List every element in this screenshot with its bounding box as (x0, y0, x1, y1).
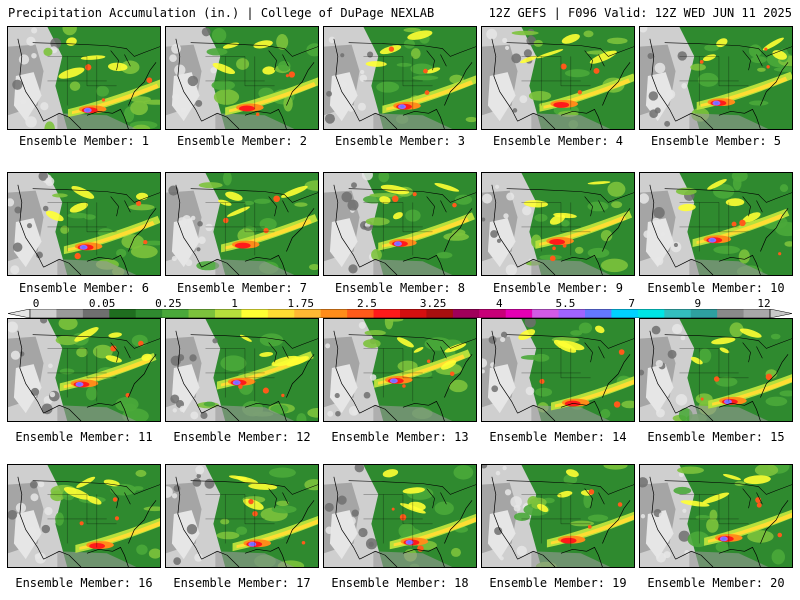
colorbar-tick-label: 0.05 (88, 297, 116, 310)
ensemble-panel (7, 172, 161, 276)
ensemble-panel (165, 172, 319, 276)
colorbar-tick-label: 2.5 (356, 297, 377, 310)
ensemble-caption: Ensemble Member: 11 (15, 430, 153, 444)
ensemble-caption: Ensemble Member: 1 (18, 134, 150, 148)
ensemble-panel (165, 318, 319, 422)
ensemble-panel (481, 464, 635, 568)
colorbar-tick-label: 3.25 (419, 297, 447, 310)
colorbar-tick-label: 0.25 (155, 297, 182, 310)
colorbar-tick-label: 5.5 (555, 297, 576, 310)
precip-map (482, 173, 634, 275)
precip-map (482, 465, 634, 567)
ensemble-caption: Ensemble Member: 9 (492, 281, 624, 295)
precip-map (166, 173, 318, 275)
precip-map (324, 465, 476, 567)
ensemble-caption: Ensemble Member: 5 (650, 134, 782, 148)
colorbar: 0 0.05 0.25 1 1.75 2.5 3.25 4 5.5 7 9 12 (8, 297, 792, 319)
precip-map (640, 319, 792, 421)
ensemble-panel (481, 318, 635, 422)
ensemble-panel (639, 318, 793, 422)
ensemble-panel (165, 26, 319, 130)
ensemble-caption: Ensemble Member: 7 (176, 281, 308, 295)
ensemble-caption: Ensemble Member: 16 (15, 576, 153, 590)
precip-map (482, 27, 634, 129)
ensemble-caption: Ensemble Member: 18 (331, 576, 469, 590)
ensemble-caption: Ensemble Member: 2 (176, 134, 308, 148)
ensemble-panel (165, 464, 319, 568)
ensemble-panel (7, 464, 161, 568)
ensemble-caption: Ensemble Member: 19 (489, 576, 627, 590)
colorbar-tick-label: 7 (628, 297, 635, 310)
precip-map (640, 173, 792, 275)
ensemble-caption: Ensemble Member: 14 (489, 430, 627, 444)
colorbar-tick-label: 0 (32, 297, 40, 310)
ensemble-panel (323, 318, 477, 422)
precip-map (8, 27, 160, 129)
ensemble-panel (639, 172, 793, 276)
ensemble-panel (481, 172, 635, 276)
precip-map (166, 319, 318, 421)
ensemble-caption: Ensemble Member: 13 (331, 430, 469, 444)
colorbar-tick-label: 1 (231, 297, 238, 310)
precip-map (8, 465, 160, 567)
precip-map (166, 27, 318, 129)
ensemble-panel (323, 172, 477, 276)
precip-map (8, 319, 160, 421)
precip-map (640, 27, 792, 129)
precip-map (324, 319, 476, 421)
ensemble-caption: Ensemble Member: 10 (647, 281, 785, 295)
model-run-info: 12Z GEFS | F096 Valid: 12Z WED JUN 11 20… (488, 6, 792, 20)
ensemble-caption: Ensemble Member: 3 (334, 134, 466, 148)
ensemble-caption: Ensemble Member: 12 (173, 430, 311, 444)
precip-map (482, 319, 634, 421)
ensemble-caption: Ensemble Member: 17 (173, 576, 311, 590)
ensemble-panel (639, 464, 793, 568)
ensemble-panel (639, 26, 793, 130)
precip-map (166, 465, 318, 567)
colorbar-tick-label: 9 (694, 297, 702, 310)
ensemble-caption: Ensemble Member: 6 (18, 281, 150, 295)
ensemble-panel (323, 26, 477, 130)
ensemble-panel (7, 26, 161, 130)
precip-map (324, 27, 476, 129)
colorbar-tick-label: 1.75 (287, 297, 314, 310)
ensemble-panel (481, 26, 635, 130)
ensemble-caption: Ensemble Member: 4 (492, 134, 624, 148)
ensemble-caption: Ensemble Member: 15 (647, 430, 785, 444)
precip-map (8, 173, 160, 275)
colorbar-tick-label: 4 (495, 297, 503, 310)
ensemble-panel (7, 318, 161, 422)
ensemble-caption: Ensemble Member: 20 (647, 576, 785, 590)
colorbar-scale (8, 309, 792, 318)
colorbar-tick-label: 12 (757, 297, 771, 310)
ensemble-panel (323, 464, 477, 568)
precip-map (640, 465, 792, 567)
precip-map (324, 173, 476, 275)
ensemble-caption: Ensemble Member: 8 (334, 281, 466, 295)
chart-title: Precipitation Accumulation (in.) | Colle… (8, 6, 435, 20)
